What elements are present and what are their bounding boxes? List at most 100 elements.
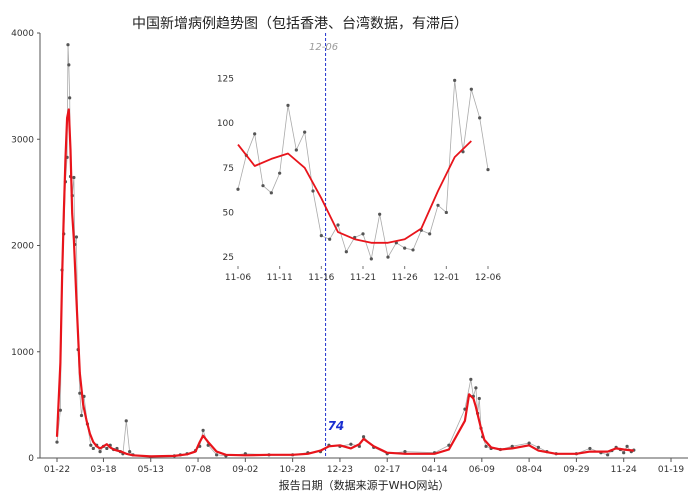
daily-case-point	[89, 443, 93, 447]
daily-case-point	[201, 428, 205, 432]
daily-case-point	[484, 444, 488, 448]
daily-case-point	[105, 446, 109, 451]
inset-daily-point	[328, 237, 332, 241]
inset-x-tick-label: 11-26	[392, 273, 418, 283]
inset-x-tick-label: 11-11	[267, 273, 293, 283]
chart-title: 中国新增病例趋势图（包括香港、台湾数据，有滞后）	[132, 15, 468, 32]
inset-daily-point	[386, 255, 390, 259]
x-tick-label: 04-14	[421, 465, 447, 475]
daily-case-point	[58, 408, 62, 412]
daily-case-point	[91, 446, 95, 451]
x-axis-title: 报告日期（数据来源于WHO网站）	[279, 478, 450, 492]
daily-case-point	[477, 396, 481, 401]
x-tick-label: 09-02	[232, 465, 258, 475]
inset-daily-point	[411, 248, 415, 252]
main-axes: 0 1000 2000 3000 4000 01-22 03-18 05-13 07-08 09-…	[11, 29, 688, 475]
daily-case-point	[469, 377, 473, 381]
y-tick-label: 4000	[11, 29, 34, 39]
daily-case-point	[98, 450, 102, 454]
daily-case-point	[361, 435, 366, 439]
x-tick-label: 08-04	[516, 465, 542, 475]
y-tick-label: 0	[28, 454, 34, 464]
inset-daily-point	[319, 234, 323, 238]
x-tick-label: 05-13	[138, 465, 164, 475]
inset-y-tick-label: 75	[223, 164, 234, 174]
inset-daily-point	[444, 210, 448, 215]
daily-case-point	[78, 391, 82, 395]
daily-case-point	[68, 96, 72, 100]
daily-case-point	[79, 413, 84, 418]
inset-x-tick-label: 12-01	[433, 273, 459, 283]
inset-daily-point	[369, 257, 373, 261]
inset-daily-point	[236, 187, 240, 191]
daily-case-point	[536, 445, 541, 449]
daily-case-point	[66, 43, 70, 47]
inset-x-tick-label: 12-06	[475, 273, 501, 283]
inset-x-tick-label: 11-21	[350, 273, 376, 283]
inset-series	[236, 78, 490, 261]
inset-daily-point	[469, 87, 473, 91]
inset-daily-point	[361, 232, 365, 236]
daily-case-point	[606, 453, 610, 457]
daily-case-point	[74, 235, 79, 239]
inset-daily-point	[478, 116, 482, 120]
inset-daily-point	[453, 78, 457, 82]
y-tick-label: 3000	[11, 135, 34, 145]
daily-case-point	[72, 175, 76, 180]
inset-daily-point	[378, 212, 382, 216]
inset-daily-point	[303, 130, 307, 134]
inset-y-tick-label: 50	[223, 208, 235, 218]
inset-y-tick-label: 25	[223, 253, 234, 263]
inset-daily-line	[237, 80, 489, 261]
inset-daily-point	[311, 189, 315, 193]
inset-daily-point	[278, 171, 282, 175]
inset-x-tick-label: 11-06	[225, 273, 251, 283]
x-tick-label: 09-29	[563, 465, 589, 475]
x-tick-label: 01-22	[44, 465, 70, 475]
x-tick-label: 10-28	[280, 465, 306, 475]
x-tick-label: 03-18	[90, 465, 116, 475]
y-tick-label: 1000	[11, 348, 34, 358]
daily-case-point	[474, 386, 478, 390]
inset-x-tick-label: 11-16	[308, 273, 334, 283]
reference-label: 12-06	[309, 42, 338, 53]
daily-case-point	[349, 442, 353, 446]
inset-daily-point	[436, 203, 440, 207]
x-tick-label: 02-17	[374, 465, 400, 475]
main-series: 74	[55, 43, 636, 459]
daily-case-point	[527, 441, 531, 445]
daily-case-point	[128, 450, 132, 454]
daily-case-point	[625, 444, 629, 448]
inset-daily-point	[253, 132, 257, 136]
daily-case-point	[403, 450, 407, 454]
inset-daily-point	[269, 191, 273, 195]
daily-case-point	[588, 446, 592, 451]
inset-daily-point	[428, 232, 432, 236]
inset-daily-point	[261, 184, 265, 188]
inset-daily-point	[294, 148, 298, 152]
inset-daily-point	[344, 250, 348, 254]
inset-trend-line	[237, 140, 472, 244]
y-tick-label: 2000	[11, 242, 34, 252]
x-tick-label: 07-08	[185, 465, 211, 475]
daily-case-point	[622, 451, 626, 455]
inset-daily-point	[286, 103, 290, 107]
trend-line	[55, 108, 634, 458]
x-tick-label: 01-19	[658, 465, 684, 475]
daily-case-point	[55, 440, 59, 444]
daily-case-point	[124, 419, 128, 423]
daily-case-point	[510, 444, 514, 448]
x-tick-label: 11-24	[611, 465, 637, 475]
inset-daily-point	[403, 246, 407, 250]
x-tick-label: 12-23	[327, 465, 353, 475]
x-tick-label: 06-09	[469, 465, 495, 475]
daily-case-point	[67, 63, 71, 67]
inset-y-tick-label: 100	[217, 119, 234, 129]
inset-y-tick-label: 125	[217, 75, 234, 85]
daily-case-point	[215, 453, 219, 457]
last-value-label: 74	[328, 419, 345, 433]
inset-axes: 25 50 75 100 125 11-06 11-11 11-16 11-21 11-26 12-…	[217, 75, 502, 283]
inset-daily-point	[336, 223, 340, 227]
inset-daily-point	[486, 168, 490, 172]
